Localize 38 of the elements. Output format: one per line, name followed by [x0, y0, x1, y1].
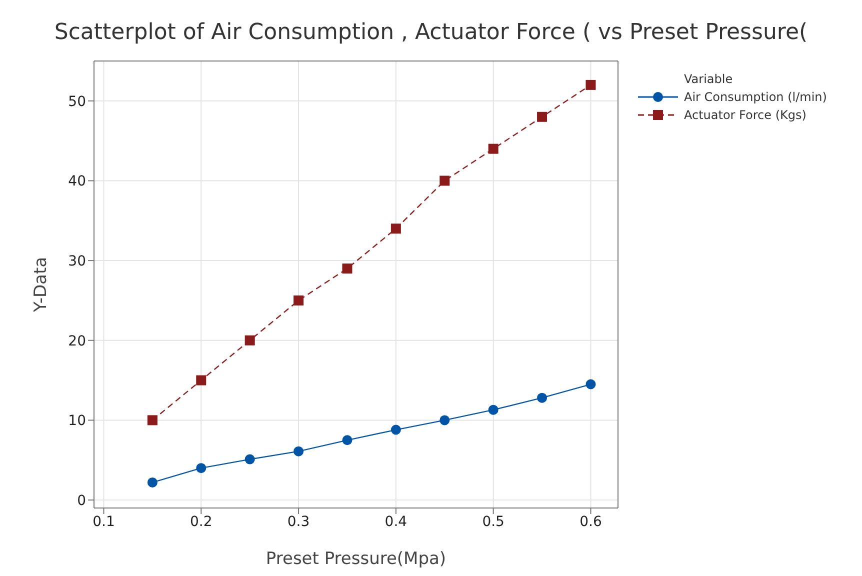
x-tick-label: 0.3: [287, 514, 310, 530]
y-tick-label: 20: [68, 333, 86, 350]
point: [537, 392, 548, 403]
point: [294, 295, 304, 306]
point: [196, 375, 206, 386]
x-tick-label: 0.2: [190, 514, 212, 530]
point: [440, 176, 450, 186]
point: [440, 415, 450, 426]
point: [196, 463, 206, 474]
y-tick-label: 40: [68, 174, 86, 190]
chart-title: Scatterplot of Air Consumption , Actuator Force ( vs Preset Pressure(: [53, 20, 809, 45]
point: [244, 454, 255, 464]
y-tick-label: 50: [68, 94, 86, 110]
point: [342, 264, 352, 274]
point: [537, 112, 548, 122]
point: [390, 224, 401, 234]
legend-title: Variable: [684, 72, 734, 86]
y-tick-label: 30: [68, 254, 86, 270]
legend-label: Actuator Force (Kgs): [684, 108, 806, 122]
point: [586, 80, 596, 90]
point: [488, 404, 498, 415]
y-tick-label: 10: [68, 413, 86, 430]
point: [244, 335, 255, 346]
x-tick-label: 0.1: [92, 514, 115, 530]
x-tick-label: 0.4: [384, 514, 408, 530]
point: [342, 435, 352, 446]
point: [294, 446, 304, 456]
point: [390, 424, 401, 435]
point: [488, 144, 498, 154]
y-tick-label: 0: [77, 492, 86, 509]
point: [147, 477, 158, 488]
x-tick-label: 0.5: [482, 514, 504, 530]
legend-label: Air Consumption (l/min): [684, 90, 827, 104]
point: [586, 379, 596, 390]
x-tick-label: 0.6: [580, 514, 602, 530]
x-axis-title: Preset Pressure(Mpa): [266, 549, 446, 569]
y-axis-title: Y-Data: [31, 256, 52, 314]
point: [147, 415, 158, 426]
